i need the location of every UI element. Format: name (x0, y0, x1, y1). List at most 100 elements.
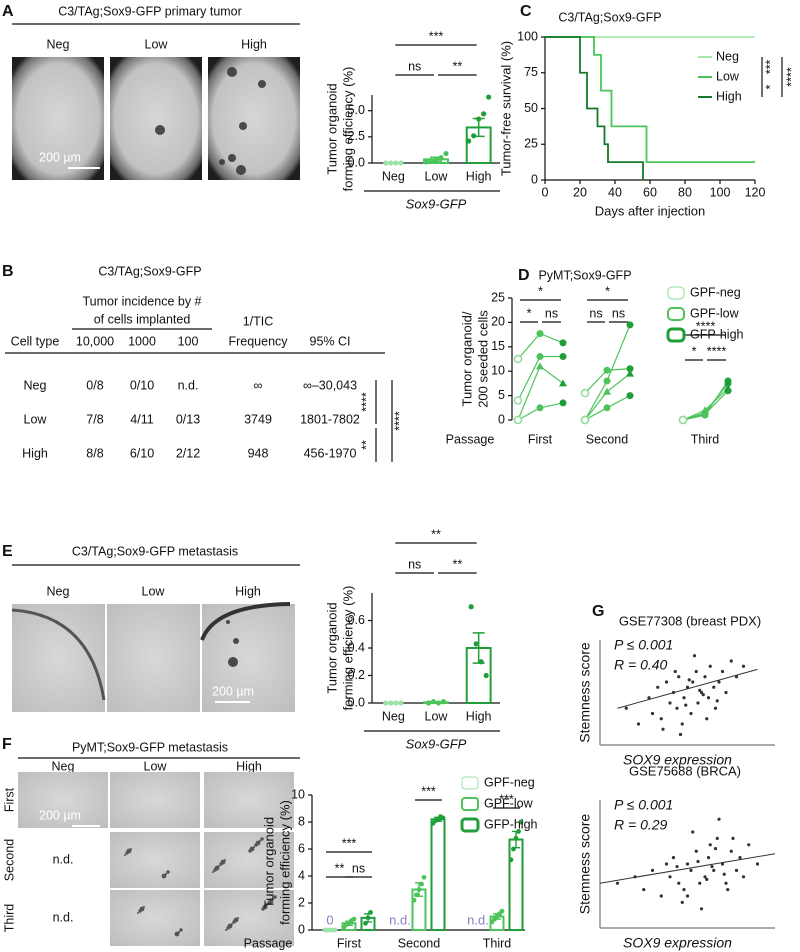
column-label: Low (144, 759, 168, 773)
significance-label: ns (352, 861, 365, 875)
y-tick-label: 50 (524, 101, 538, 115)
x-axis-label: Days after injection (595, 203, 706, 218)
fit-line (599, 853, 776, 884)
data-point (698, 881, 702, 885)
data-point (425, 700, 432, 706)
significance-label: **** (707, 344, 727, 358)
image-title: C3/TAg;Sox9-GFP primary tumor (58, 4, 242, 18)
panel-label: A (2, 3, 14, 20)
micrograph (204, 832, 294, 888)
significance-label: ** (335, 861, 345, 875)
table-cell: ∞ (254, 378, 263, 392)
spheroid (166, 870, 170, 874)
data-point (478, 659, 484, 665)
data-point (443, 150, 449, 157)
data-point (536, 404, 544, 412)
data-point (664, 862, 669, 866)
significance-label: ns (545, 306, 558, 320)
y-tick-label: 0 (498, 412, 505, 426)
significance-label: *** (429, 29, 444, 43)
table-cell: 8/8 (86, 446, 103, 460)
table-cell: 6/10 (130, 446, 154, 460)
x-axis-label: Passage (244, 936, 293, 950)
data-point (717, 817, 721, 821)
spheroid (233, 638, 239, 644)
annotation: R = 0.29 (614, 817, 668, 833)
annotation: P ≤ 0.001 (614, 637, 673, 653)
row-label: Second (2, 839, 16, 881)
micrograph (107, 604, 200, 712)
data-point (368, 910, 373, 915)
y-tick-label: 5.0 (348, 103, 365, 117)
legend-label: GFP-high (484, 817, 538, 831)
y-axis-label: forming efficiency (%) (340, 586, 355, 711)
x-axis-label: Sox9-GFP (406, 196, 467, 211)
bar (508, 838, 524, 931)
data-point (699, 907, 704, 911)
y-tick-label: 8 (298, 814, 305, 828)
data-point (706, 856, 711, 860)
data-point (471, 133, 477, 139)
data-point (689, 711, 693, 716)
panel-label: F (2, 736, 12, 753)
y-tick-label: 4 (298, 868, 305, 882)
spheroid (228, 657, 238, 667)
data-point (673, 669, 677, 674)
data-point (675, 864, 679, 869)
data-point (699, 690, 704, 695)
spheroid (161, 873, 167, 879)
legend-label: Neg (716, 49, 739, 63)
data-point (626, 392, 634, 400)
data-point (516, 829, 521, 834)
data-point (642, 888, 646, 892)
data-point (332, 927, 338, 933)
data-point (393, 160, 399, 166)
data-point (675, 706, 679, 710)
legend-label: GPF-neg (484, 775, 535, 789)
column-label: High (236, 759, 262, 773)
spheroid (137, 912, 139, 914)
data-point (692, 654, 697, 658)
data-point (701, 410, 709, 418)
x-tick-label: Third (483, 936, 512, 950)
x-axis-label: SOX9 expression (623, 752, 732, 768)
x-tick-label: High (466, 169, 492, 183)
data-point (536, 362, 544, 370)
data-point (703, 675, 707, 679)
data-point (722, 872, 726, 876)
data-point (466, 138, 472, 144)
survival-line (545, 36, 644, 180)
table-header: 1000 (128, 334, 156, 348)
spheroid (239, 122, 247, 130)
data-point (508, 857, 514, 863)
x-tick-label: 120 (745, 185, 766, 199)
data-point (580, 388, 590, 398)
y-tick-label: 5 (498, 388, 505, 402)
y-axis-label: forming efficiency (%) (277, 800, 292, 925)
significance-label: **** (784, 67, 798, 87)
data-point (518, 819, 524, 825)
x-tick-label: Low (425, 169, 449, 183)
data-point (671, 856, 676, 860)
spheroid (260, 837, 264, 841)
data-point (536, 353, 544, 361)
panel-label: E (2, 543, 13, 560)
significance-label: ** (452, 557, 462, 571)
significance-label: ns (589, 306, 602, 320)
table-cell: 3749 (244, 412, 272, 426)
data-point (701, 693, 705, 697)
not-determined: n.d. (53, 852, 74, 866)
spheroid (124, 854, 126, 856)
data-point (363, 920, 368, 926)
image-title: C3/TAg;Sox9-GFP metastasis (72, 544, 238, 558)
bar (430, 818, 446, 931)
data-point (559, 379, 567, 387)
spheroid (254, 843, 258, 847)
spheroid (212, 871, 214, 873)
data-point (731, 836, 735, 841)
data-point (694, 849, 698, 853)
chart-title: PyMT;Sox9-GFP (538, 268, 631, 282)
data-point (661, 727, 665, 731)
micrograph (110, 772, 200, 828)
